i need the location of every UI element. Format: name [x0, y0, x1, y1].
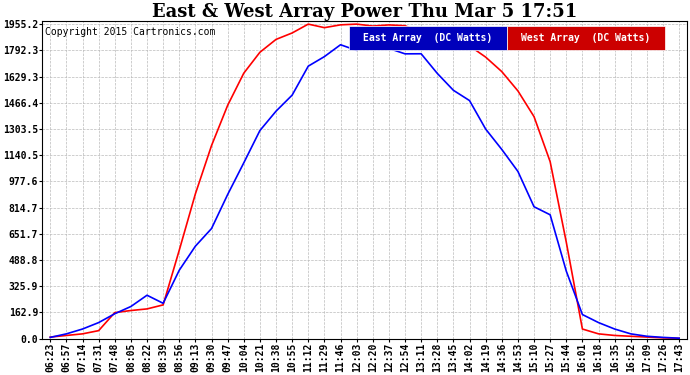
Text: Copyright 2015 Cartronics.com: Copyright 2015 Cartronics.com: [46, 27, 216, 37]
FancyBboxPatch shape: [348, 26, 506, 50]
Title: East & West Array Power Thu Mar 5 17:51: East & West Array Power Thu Mar 5 17:51: [152, 3, 578, 21]
Text: East Array  (DC Watts): East Array (DC Watts): [363, 33, 492, 43]
Text: West Array  (DC Watts): West Array (DC Watts): [521, 33, 650, 43]
FancyBboxPatch shape: [506, 26, 664, 50]
